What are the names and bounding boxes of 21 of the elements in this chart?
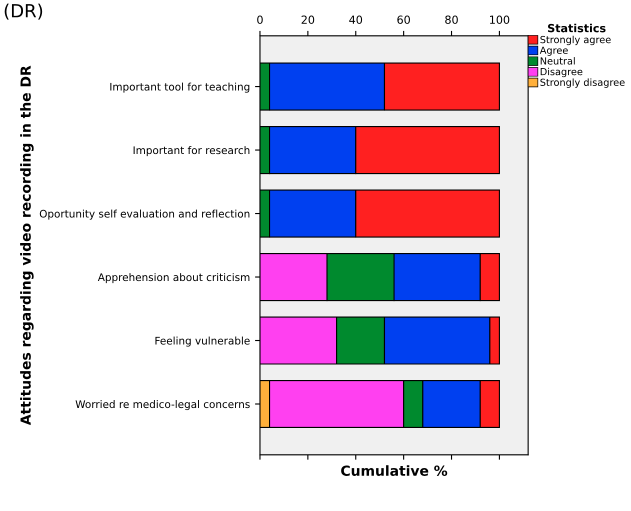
text: (DR) <box>4 4 42 20</box>
legend-label: Strongly disagree <box>540 78 625 88</box>
y-tick-label: Oportunity self evaluation and reflection <box>40 210 250 220</box>
x-axis-title: Cumulative % <box>341 465 448 476</box>
y-axis-title: Attitudes regarding video recording in the DR <box>20 66 34 426</box>
x-tick-label: 40 <box>349 15 362 24</box>
legend-label: Agree <box>540 46 568 56</box>
y-tick-label: Apprehension about criticism <box>98 273 250 284</box>
legend-title: Statistics <box>548 24 606 32</box>
legend-label: Neutral <box>540 57 575 65</box>
legend-label: Strongly agree <box>540 36 611 46</box>
x-tick-label: 60 <box>397 15 410 24</box>
legend-label: Disagree <box>540 68 582 78</box>
x-tick-label: 20 <box>302 15 314 24</box>
y-tick-label: Feeling vulnerable <box>155 336 250 347</box>
x-tick-label: 100 <box>490 15 510 24</box>
x-tick-label: 80 <box>445 15 458 24</box>
y-tick-label: Worried re medico-legal concerns <box>76 400 250 410</box>
y-tick-label: Important tool for teaching <box>110 82 250 93</box>
y-tick-label: Important for research <box>134 146 250 156</box>
x-tick-label: 0 <box>257 15 263 24</box>
